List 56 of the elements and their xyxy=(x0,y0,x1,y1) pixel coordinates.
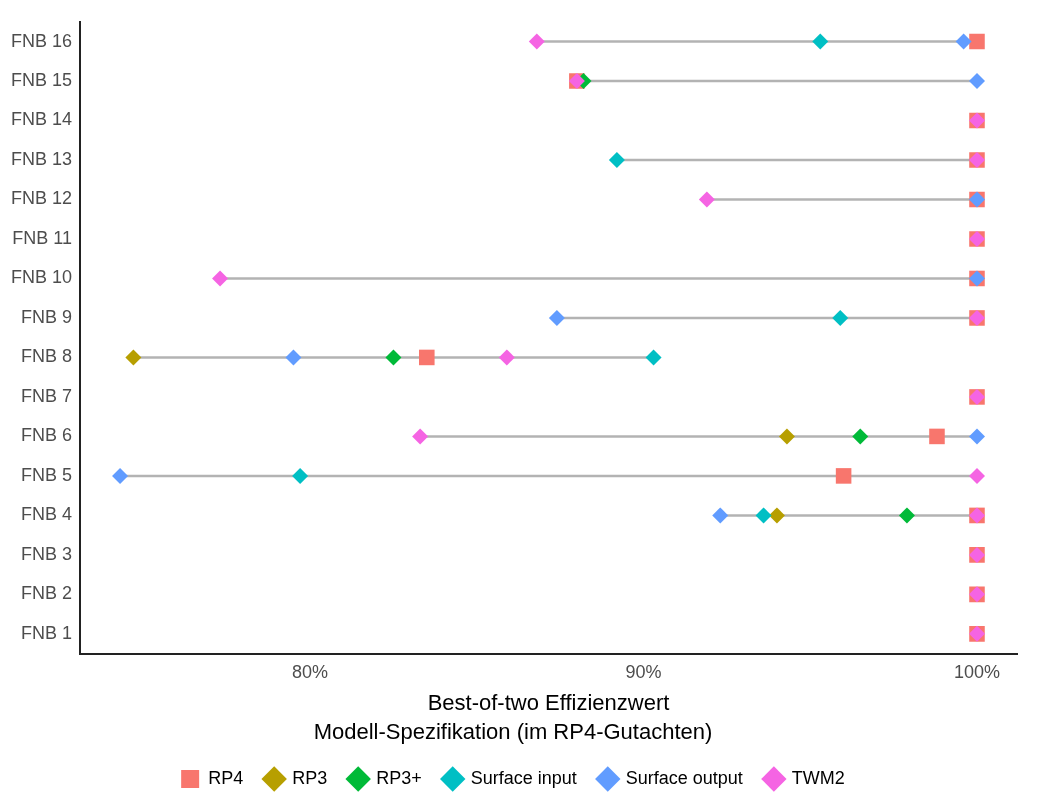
point xyxy=(528,33,545,50)
point xyxy=(125,349,142,366)
x-tick-label: 100% xyxy=(953,662,1001,683)
y-tick-label: FNB 7 xyxy=(21,385,73,406)
point xyxy=(812,33,829,50)
y-tick-label: FNB 2 xyxy=(21,583,73,604)
y-tick-label: FNB 15 xyxy=(10,70,73,90)
legend-label: Surface output xyxy=(625,767,743,788)
point xyxy=(498,349,515,366)
point xyxy=(548,309,565,326)
x-tick-label: 90% xyxy=(625,662,662,683)
point xyxy=(419,349,435,366)
y-tick-label: FNB 1 xyxy=(21,622,73,643)
point xyxy=(835,468,852,484)
point xyxy=(698,191,715,208)
y-tick-label: FNB 6 xyxy=(21,425,73,446)
y-tick-label: FNB 10 xyxy=(10,267,73,288)
y-tick-label: FNB 9 xyxy=(21,306,73,327)
point xyxy=(285,349,302,366)
point xyxy=(292,467,309,484)
y-tick-label: FNB 8 xyxy=(21,346,73,367)
point xyxy=(968,428,985,445)
point xyxy=(955,33,972,50)
point xyxy=(755,507,772,524)
legend-label: TWM2 xyxy=(791,767,845,788)
y-tick-label: FNB 3 xyxy=(21,543,73,564)
y-tick-label: FNB 14 xyxy=(10,109,73,130)
point xyxy=(969,33,985,50)
point xyxy=(768,507,785,524)
y-tick-label: FNB 4 xyxy=(21,504,73,525)
legend-label: Surface input xyxy=(470,767,577,788)
point xyxy=(898,507,915,524)
point xyxy=(712,507,729,524)
point xyxy=(929,428,945,445)
legend-label: RP3 xyxy=(292,767,328,788)
point xyxy=(778,428,795,445)
point xyxy=(112,467,129,484)
point xyxy=(385,349,402,366)
y-tick-label: FNB 13 xyxy=(10,148,73,169)
y-tick-label: FNB 5 xyxy=(21,464,73,485)
y-tick-label: FNB 11 xyxy=(12,227,73,248)
point xyxy=(832,309,849,326)
point xyxy=(968,73,985,90)
x-tick-label: 80% xyxy=(292,662,329,683)
point xyxy=(852,428,869,445)
point xyxy=(968,467,985,484)
legend-label: RP4 xyxy=(208,767,244,788)
point xyxy=(212,270,229,287)
y-tick-label: FNB 12 xyxy=(10,188,73,209)
point xyxy=(645,349,662,366)
point xyxy=(608,152,625,169)
legend-label: RP3+ xyxy=(376,767,422,788)
legend-title: Modell-Spezifikation (im RP4-Gutachten) xyxy=(313,718,713,744)
point xyxy=(412,428,429,445)
y-tick-label: FNB 16 xyxy=(10,30,73,51)
x-axis-title: Best-of-two Effizienzwert xyxy=(427,690,670,716)
